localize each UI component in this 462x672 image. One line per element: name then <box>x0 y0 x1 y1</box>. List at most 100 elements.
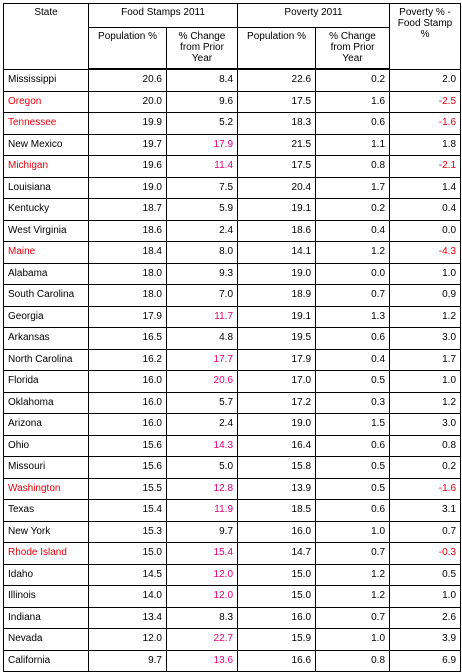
food-stamps-population-cell: 18.0 <box>88 262 167 285</box>
poverty-population-cell: 18.5 <box>237 499 317 522</box>
food-stamps-change-cell: 14.3 <box>165 434 239 457</box>
food-stamps-change-cell: 8.0 <box>165 241 239 264</box>
food-stamps-change-cell: 8.4 <box>165 68 239 92</box>
poverty-change-cell: 0.4 <box>315 348 391 371</box>
poverty-population-cell: 15.0 <box>237 563 317 586</box>
poverty-population-cell: 19.1 <box>237 305 317 328</box>
poverty-change-cell: 1.2 <box>315 585 391 608</box>
poverty-minus-food-stamp-cell: -1.6 <box>389 477 462 500</box>
table-body: Mississippi 20.6 8.4 22.6 0.2 2.0 Oregon 20.0 9.… <box>3 68 462 672</box>
food-stamps-change-cell: 4.8 <box>165 327 239 350</box>
poverty-population-cell: 22.6 <box>237 68 317 92</box>
header-fs-change: % Change from Prior Year <box>165 27 239 70</box>
header-poverty-minus-food-stamp: Poverty % - Food Stamp % <box>389 3 462 70</box>
food-stamps-change-cell: 5.7 <box>165 391 239 414</box>
poverty-change-cell: 0.6 <box>315 327 391 350</box>
poverty-minus-food-stamp-cell: 1.8 <box>389 133 462 156</box>
food-stamps-change-cell: 2.4 <box>165 413 239 436</box>
state-cell: Alabama <box>3 262 89 285</box>
poverty-minus-food-stamp-cell: -2.5 <box>389 90 462 113</box>
table-row: Nevada 12.0 22.7 15.9 1.0 3.9 <box>3 628 462 651</box>
poverty-change-cell: 0.6 <box>315 112 391 135</box>
food-stamps-poverty-table: State Food Stamps 2011 Poverty 2011 Pove… <box>3 3 462 672</box>
state-cell: South Carolina <box>3 284 89 307</box>
poverty-minus-food-stamp-cell: 3.9 <box>389 628 462 651</box>
poverty-minus-food-stamp-cell: 1.2 <box>389 305 462 328</box>
state-cell: Idaho <box>3 563 89 586</box>
poverty-population-cell: 16.0 <box>237 520 317 543</box>
poverty-population-cell: 19.0 <box>237 262 317 285</box>
food-stamps-change-cell: 8.3 <box>165 606 239 629</box>
table-row: Arkansas 16.5 4.8 19.5 0.6 3.0 <box>3 327 462 350</box>
table-row: Oklahoma 16.0 5.7 17.2 0.3 1.2 <box>3 391 462 414</box>
table-row: Missouri 15.6 5.0 15.8 0.5 0.2 <box>3 456 462 479</box>
state-cell: North Carolina <box>3 348 89 371</box>
poverty-minus-food-stamp-cell: 0.0 <box>389 219 462 242</box>
table-row: West Virginia 18.6 2.4 18.6 0.4 0.0 <box>3 219 462 242</box>
table-row: Arizona 16.0 2.4 19.0 1.5 3.0 <box>3 413 462 436</box>
poverty-minus-food-stamp-cell: 0.2 <box>389 456 462 479</box>
poverty-change-cell: 1.0 <box>315 520 391 543</box>
poverty-change-cell: 0.7 <box>315 606 391 629</box>
food-stamps-population-cell: 18.4 <box>88 241 167 264</box>
poverty-minus-food-stamp-cell: 6.9 <box>389 649 462 672</box>
state-cell: Oregon <box>3 90 89 113</box>
table-row: Indiana 13.4 8.3 16.0 0.7 2.6 <box>3 606 462 629</box>
food-stamps-change-cell: 5.2 <box>165 112 239 135</box>
food-stamps-population-cell: 18.7 <box>88 198 167 221</box>
table-row: Florida 16.0 20.6 17.0 0.5 1.0 <box>3 370 462 393</box>
state-cell: Rhode Island <box>3 542 89 565</box>
food-stamps-population-cell: 16.5 <box>88 327 167 350</box>
state-cell: New York <box>3 520 89 543</box>
food-stamps-population-cell: 16.0 <box>88 391 167 414</box>
food-stamps-population-cell: 19.0 <box>88 176 167 199</box>
food-stamps-change-cell: 5.0 <box>165 456 239 479</box>
poverty-minus-food-stamp-cell: 1.0 <box>389 262 462 285</box>
table-row: Tennessee 19.9 5.2 18.3 0.6 -1.6 <box>3 112 462 135</box>
poverty-minus-food-stamp-cell: 1.0 <box>389 585 462 608</box>
food-stamps-population-cell: 18.6 <box>88 219 167 242</box>
state-cell: Washington <box>3 477 89 500</box>
poverty-population-cell: 15.8 <box>237 456 317 479</box>
state-cell: Arkansas <box>3 327 89 350</box>
state-cell: Arizona <box>3 413 89 436</box>
poverty-minus-food-stamp-cell: 0.8 <box>389 434 462 457</box>
header-state: State <box>3 3 89 70</box>
table-row: Rhode Island 15.0 15.4 14.7 0.7 -0.3 <box>3 542 462 565</box>
poverty-minus-food-stamp-cell: -4.3 <box>389 241 462 264</box>
poverty-change-cell: 1.1 <box>315 133 391 156</box>
table-row: Kentucky 18.7 5.9 19.1 0.2 0.4 <box>3 198 462 221</box>
food-stamps-population-cell: 14.0 <box>88 585 167 608</box>
poverty-change-cell: 0.3 <box>315 391 391 414</box>
food-stamps-change-cell: 12.0 <box>165 585 239 608</box>
poverty-change-cell: 1.0 <box>315 628 391 651</box>
table-row: Georgia 17.9 11.7 19.1 1.3 1.2 <box>3 305 462 328</box>
food-stamps-population-cell: 19.9 <box>88 112 167 135</box>
table-row: New York 15.3 9.7 16.0 1.0 0.7 <box>3 520 462 543</box>
poverty-minus-food-stamp-cell: 0.9 <box>389 284 462 307</box>
poverty-change-cell: 0.2 <box>315 68 391 92</box>
food-stamps-change-cell: 11.9 <box>165 499 239 522</box>
food-stamps-population-cell: 15.6 <box>88 456 167 479</box>
table-row: California 9.7 13.6 16.6 0.8 6.9 <box>3 649 462 672</box>
state-cell: Oklahoma <box>3 391 89 414</box>
state-cell: New Mexico <box>3 133 89 156</box>
poverty-population-cell: 17.2 <box>237 391 317 414</box>
state-cell: Maine <box>3 241 89 264</box>
food-stamps-change-cell: 11.4 <box>165 155 239 178</box>
poverty-change-cell: 0.5 <box>315 456 391 479</box>
table-row: New Mexico 19.7 17.9 21.5 1.1 1.8 <box>3 133 462 156</box>
poverty-change-cell: 0.8 <box>315 155 391 178</box>
state-cell: Tennessee <box>3 112 89 135</box>
poverty-population-cell: 18.9 <box>237 284 317 307</box>
food-stamps-change-cell: 12.0 <box>165 563 239 586</box>
food-stamps-population-cell: 13.4 <box>88 606 167 629</box>
poverty-population-cell: 21.5 <box>237 133 317 156</box>
poverty-population-cell: 15.0 <box>237 585 317 608</box>
poverty-change-cell: 0.2 <box>315 198 391 221</box>
poverty-minus-food-stamp-cell: 2.6 <box>389 606 462 629</box>
food-stamps-population-cell: 15.6 <box>88 434 167 457</box>
food-stamps-population-cell: 16.2 <box>88 348 167 371</box>
poverty-change-cell: 0.7 <box>315 284 391 307</box>
state-cell: Georgia <box>3 305 89 328</box>
